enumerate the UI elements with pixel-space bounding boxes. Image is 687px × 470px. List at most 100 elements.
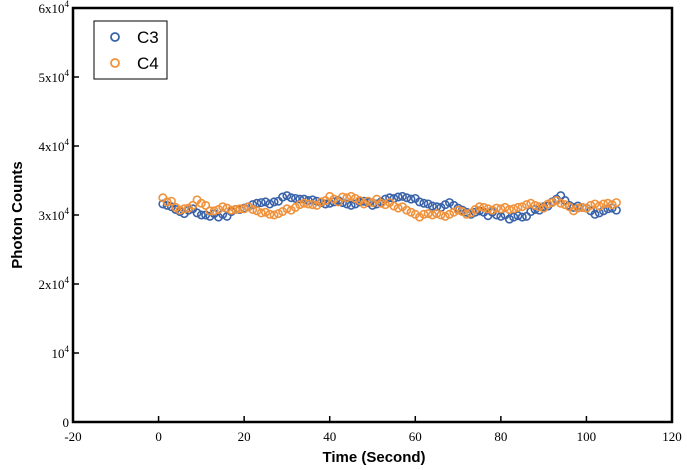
data-point-c4	[338, 192, 348, 202]
data-point-c4	[380, 200, 390, 210]
data-point-c3	[261, 197, 271, 207]
data-point-c4	[218, 202, 228, 212]
data-point-c4	[573, 203, 583, 213]
data-point-c3	[158, 199, 168, 209]
data-point-c4	[252, 206, 262, 216]
data-point-c4	[543, 199, 553, 209]
data-point-c4	[603, 198, 613, 208]
data-point-c4	[560, 200, 570, 210]
data-point-c4	[526, 198, 536, 208]
data-point-c3	[419, 198, 429, 208]
data-point-c3	[269, 197, 279, 207]
x-tick-label: 100	[577, 429, 597, 444]
series-group	[158, 191, 621, 224]
data-point-c4	[607, 200, 617, 210]
legend-box	[93, 20, 168, 80]
y-tick-label: 104	[52, 344, 70, 361]
data-point-c4	[423, 209, 433, 219]
data-point-c4	[393, 203, 403, 213]
data-point-c4	[201, 200, 211, 210]
data-point-c3	[342, 199, 352, 209]
data-point-c3	[569, 202, 579, 212]
data-point-c4	[513, 202, 523, 212]
data-point-c3	[406, 194, 416, 204]
data-point-c3	[440, 200, 450, 210]
data-point-c4	[389, 201, 399, 211]
x-tick-label: 40	[323, 429, 336, 444]
data-point-c4	[487, 205, 497, 215]
data-point-c4	[175, 205, 185, 215]
data-point-c4	[611, 198, 621, 208]
data-point-c4	[427, 210, 437, 220]
data-point-c4	[299, 198, 309, 208]
data-point-c4	[350, 193, 360, 203]
data-point-c4	[273, 209, 283, 219]
data-point-c4	[547, 198, 557, 208]
data-point-c4	[577, 202, 587, 212]
data-point-c4	[517, 202, 527, 212]
data-point-c3	[248, 200, 258, 210]
data-point-c4	[261, 207, 271, 217]
data-point-c3	[509, 212, 519, 222]
data-point-c3	[265, 199, 275, 209]
data-point-c4	[239, 204, 249, 214]
data-point-c3	[196, 210, 206, 220]
data-point-c4	[440, 211, 450, 221]
data-point-c4	[235, 204, 245, 214]
data-point-c4	[282, 204, 292, 214]
legend-label-c4: C4	[137, 54, 159, 73]
legend-label-c3: C3	[137, 28, 159, 47]
data-point-c4	[453, 205, 463, 215]
data-point-c4	[222, 203, 232, 213]
data-point-c4	[556, 198, 566, 208]
data-point-c4	[188, 200, 198, 210]
data-point-c4	[226, 205, 236, 215]
data-point-c3	[282, 191, 292, 201]
data-point-c4	[406, 207, 416, 217]
series-c4	[158, 191, 621, 222]
data-point-c4	[483, 204, 493, 214]
data-point-c4	[295, 200, 305, 210]
data-point-c4	[534, 202, 544, 212]
data-point-c4	[586, 200, 596, 210]
data-point-c4	[474, 202, 484, 212]
x-axis-ticks: -20 0 20 40 60 80 100 120	[64, 416, 682, 444]
data-point-c3	[415, 197, 425, 207]
data-point-c3	[423, 199, 433, 209]
y-tick-label: 4x104	[39, 137, 70, 154]
y-tick-label: 3x104	[39, 206, 70, 223]
data-point-c4	[346, 191, 356, 201]
data-point-c4	[209, 206, 219, 216]
x-tick-label: 20	[238, 429, 251, 444]
data-point-c4	[166, 196, 176, 206]
data-point-c4	[500, 202, 510, 212]
data-point-c4	[594, 201, 604, 211]
x-tick-label: 80	[494, 429, 507, 444]
data-point-c4	[269, 210, 279, 220]
data-point-c4	[179, 204, 189, 214]
data-point-c4	[231, 204, 241, 214]
data-point-c3	[385, 193, 395, 203]
data-point-c3	[393, 192, 403, 202]
data-point-c4	[509, 204, 519, 214]
data-point-c4	[522, 200, 532, 210]
data-point-c4	[419, 209, 429, 219]
data-point-c3	[590, 209, 600, 219]
data-point-c4	[432, 209, 442, 219]
data-point-c3	[192, 208, 202, 218]
data-point-c4	[316, 197, 326, 207]
data-point-c3	[346, 200, 356, 210]
x-axis-title: Time (Second)	[322, 449, 425, 466]
data-point-c3	[470, 207, 480, 217]
data-point-c3	[513, 211, 523, 221]
data-point-c3	[278, 192, 288, 202]
data-point-c4	[590, 199, 600, 209]
data-point-c4	[436, 210, 446, 220]
data-point-c4	[445, 209, 455, 219]
y-tick-label: 0	[63, 415, 70, 430]
data-point-c4	[479, 202, 489, 212]
data-point-c3	[256, 198, 266, 208]
data-point-c3	[526, 207, 536, 217]
data-point-c4	[342, 193, 352, 203]
